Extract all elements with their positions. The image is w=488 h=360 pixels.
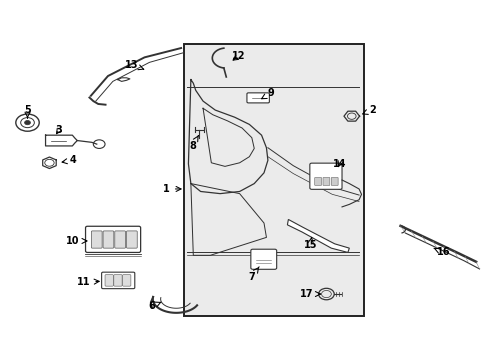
Text: 6: 6: [148, 301, 161, 311]
FancyBboxPatch shape: [91, 231, 102, 248]
FancyBboxPatch shape: [314, 177, 321, 185]
Circle shape: [24, 121, 30, 125]
Text: 10: 10: [66, 236, 87, 246]
Text: 17: 17: [300, 289, 320, 299]
FancyBboxPatch shape: [330, 177, 337, 185]
Text: 8: 8: [188, 136, 198, 151]
FancyBboxPatch shape: [102, 272, 135, 289]
Text: 14: 14: [332, 159, 346, 169]
Text: 16: 16: [433, 247, 449, 257]
FancyBboxPatch shape: [103, 231, 114, 248]
Text: 1: 1: [163, 184, 181, 194]
FancyBboxPatch shape: [115, 231, 125, 248]
FancyBboxPatch shape: [85, 226, 141, 252]
FancyBboxPatch shape: [246, 93, 269, 103]
FancyBboxPatch shape: [183, 44, 363, 316]
Text: 2: 2: [362, 105, 375, 115]
Text: 3: 3: [56, 125, 62, 135]
FancyBboxPatch shape: [250, 249, 276, 269]
FancyBboxPatch shape: [309, 163, 341, 189]
FancyBboxPatch shape: [122, 275, 131, 286]
Text: 15: 15: [303, 237, 316, 250]
FancyBboxPatch shape: [323, 177, 329, 185]
FancyBboxPatch shape: [114, 275, 122, 286]
Text: 5: 5: [24, 105, 31, 118]
Text: 7: 7: [248, 267, 259, 282]
FancyBboxPatch shape: [126, 231, 137, 248]
FancyBboxPatch shape: [105, 275, 113, 286]
Text: 4: 4: [62, 155, 76, 165]
Text: 9: 9: [261, 88, 274, 99]
Polygon shape: [287, 220, 348, 252]
Text: 13: 13: [124, 59, 143, 70]
Text: 11: 11: [77, 277, 99, 287]
Text: 12: 12: [231, 51, 245, 61]
